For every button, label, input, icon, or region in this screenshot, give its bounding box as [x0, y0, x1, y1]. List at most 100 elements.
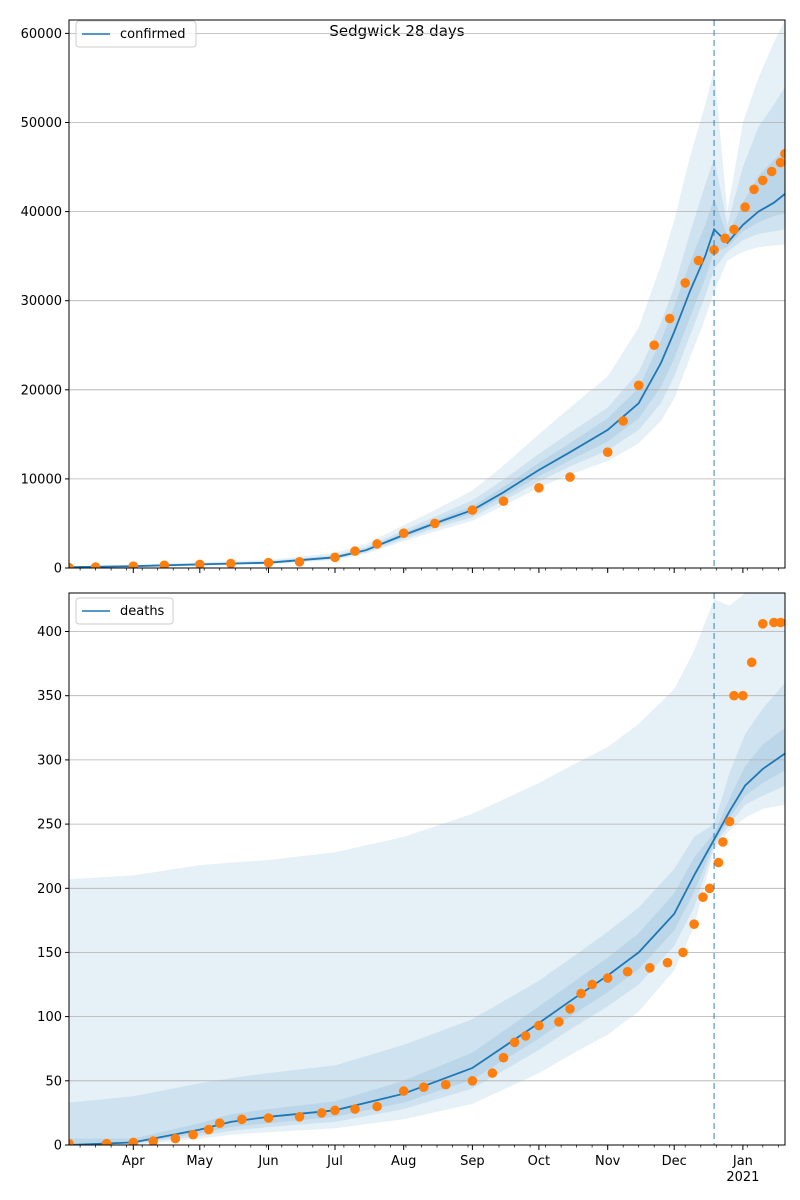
deaths-observed-point: [645, 963, 655, 973]
deaths-x-tick-label: Nov: [595, 1154, 621, 1169]
deaths-gridlines: [69, 631, 785, 1082]
deaths-observed-point: [263, 1113, 274, 1123]
deaths-observed-point: [713, 857, 724, 868]
confirmed-y-tick-label: 40000: [21, 205, 62, 220]
deaths-y-tick-label: 150: [37, 946, 62, 961]
confirmed-observed-point: [430, 518, 440, 529]
confirmed-y-axis: 0 10000 20000 30000 40000 50000 60000: [21, 27, 69, 577]
deaths-y-tick-label: 50: [45, 1074, 62, 1089]
deaths-x-year-label: 2021: [726, 1170, 759, 1185]
deaths-observed-point: [746, 657, 757, 668]
deaths-observed-point: [509, 1037, 520, 1048]
figure-title: Sedgwick 28 days: [329, 22, 464, 40]
deaths-y-tick-label: 0: [54, 1139, 62, 1154]
deaths-band-2: [69, 682, 785, 1145]
deaths-observed-point: [203, 1124, 214, 1135]
deaths-observed-point: [565, 1004, 575, 1014]
confirmed-observed-point: [128, 561, 139, 568]
deaths-observed-point: [622, 966, 633, 977]
deaths-observed-point: [148, 1136, 158, 1145]
deaths-observed-point: [704, 883, 715, 894]
deaths-x-tick-label: Jan: [732, 1154, 753, 1169]
deaths-legend-box: [75, 597, 174, 625]
deaths-x-tick-label: Jul: [326, 1154, 343, 1169]
deaths-model-line: [69, 752, 785, 1145]
confirmed-axes: [68, 19, 786, 569]
deaths-observed-point: [520, 1031, 531, 1041]
confirmed-observed-point: [766, 166, 777, 177]
deaths-observed-point: [698, 892, 708, 902]
deaths-y-tick-label: 100: [37, 1010, 62, 1025]
deaths-x-tick-label: Dec: [662, 1154, 687, 1169]
deaths-credible-bands: [69, 593, 785, 1145]
deaths-observed-point: [350, 1104, 360, 1114]
confirmed-observed-point: [775, 157, 785, 168]
deaths-x-tick-label: Jun: [257, 1154, 278, 1169]
confirmed-observed-point: [294, 557, 305, 567]
confirmed-observed-point: [680, 278, 690, 288]
confirmed-observed-point: [618, 416, 628, 426]
confirmed-band-2: [69, 86, 785, 568]
deaths-observed-point: [418, 1082, 429, 1092]
confirmed-observed-point: [330, 552, 340, 563]
confirmed-observed-point: [740, 202, 750, 212]
deaths-observed-point: [330, 1105, 340, 1116]
deaths-observed-point: [587, 979, 597, 990]
confirmed-median-line: [69, 193, 785, 568]
deaths-observed-point: [467, 1076, 478, 1086]
deaths-x-tick-label: Sep: [460, 1154, 485, 1169]
confirmed-observed-point: [372, 539, 382, 549]
confirmed-observed-point: [758, 175, 768, 186]
confirmed-x-axis: [79, 568, 779, 573]
deaths-observed-point: [316, 1108, 327, 1118]
confirmed-y-tick-label: 20000: [21, 383, 62, 398]
deaths-x-tick-label: Aug: [391, 1154, 416, 1169]
deaths-median-line: [69, 752, 785, 1145]
confirmed-observed-point: [602, 447, 613, 458]
confirmed-observed-point: [350, 546, 360, 556]
confirmed-observed-point: [649, 340, 659, 351]
confirmed-model-line: [69, 193, 785, 568]
deaths-observed-point: [729, 690, 739, 701]
deaths-observed-point: [237, 1114, 247, 1125]
confirmed-legend-box: [75, 20, 197, 48]
confirmed-observed-point: [709, 245, 719, 255]
confirmed-y-tick-label: 50000: [21, 116, 62, 131]
confirmed-observed-point: [693, 255, 704, 266]
deaths-observed-point: [678, 947, 688, 958]
deaths-observed-point: [487, 1068, 498, 1078]
deaths-observed-point: [602, 973, 613, 983]
deaths-panel: 0 50 100 150 200 250 300 350 400 Apr May Jun Jul Aug…: [37, 592, 786, 1185]
deaths-observed-points: [69, 617, 785, 1145]
deaths-observed-point: [689, 919, 699, 929]
confirmed-observed-point: [195, 559, 205, 568]
confirmed-observed-point: [534, 483, 544, 493]
deaths-axes-frame: [68, 592, 786, 1146]
deaths-observed-point: [775, 617, 785, 628]
deaths-observed-point: [724, 816, 735, 827]
confirmed-observed-point: [749, 184, 759, 195]
deaths-x-tick-label: Apr: [122, 1154, 145, 1169]
confirmed-legend: confirmed: [75, 20, 197, 48]
deaths-observed-point: [576, 988, 586, 999]
deaths-y-tick-label: 250: [37, 818, 62, 833]
confirmed-y-tick-label: 60000: [21, 27, 62, 42]
deaths-observed-point: [128, 1137, 139, 1145]
deaths-y-tick-label: 300: [37, 753, 62, 768]
deaths-band-3: [69, 727, 785, 1145]
confirmed-panel: 0 10000 20000 30000 40000 50000 60000 confirme…: [21, 19, 786, 577]
confirmed-observed-point: [780, 148, 785, 159]
confirmed-observed-point: [69, 562, 74, 568]
confirmed-observed-point: [565, 472, 575, 482]
confirmed-observed-point: [720, 233, 730, 244]
deaths-observed-point: [69, 1138, 74, 1145]
deaths-observed-point: [498, 1052, 509, 1063]
confirmed-observed-point: [467, 505, 478, 515]
deaths-axes: [68, 592, 786, 1146]
deaths-y-tick-label: 200: [37, 882, 62, 897]
deaths-band-1: [69, 593, 785, 1145]
deaths-observed-point: [769, 617, 779, 628]
confirmed-axes-frame: [68, 19, 786, 569]
confirmed-observed-points: [69, 148, 785, 568]
